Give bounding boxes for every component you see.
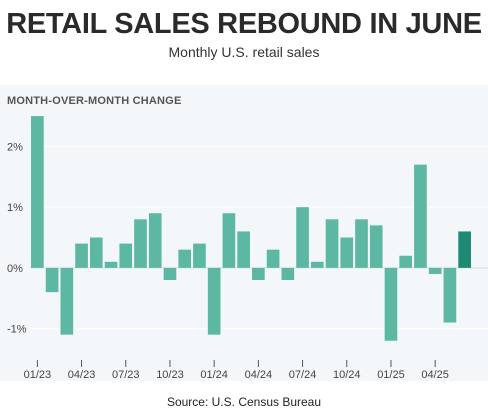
bar-01-25 [384,267,398,341]
x-tick-label: 07/23 [112,369,140,381]
bar-12-23 [193,243,206,268]
bar-04-25 [428,267,442,274]
bar-01-24 [207,267,221,335]
bar-08-24 [310,261,324,268]
x-tick-label: 01/23 [24,369,52,381]
bar-02-25 [399,255,413,268]
bar-05-25 [443,267,457,323]
chart-title: RETAIL SALES REBOUND IN JUNE [6,8,482,40]
x-tick-label: 01/25 [377,369,405,381]
bar-10-24 [340,237,354,268]
y-tick-label: 1% [7,202,23,214]
bar-01-23 [31,116,44,268]
bar-09-23 [148,213,162,268]
bar-04-23 [75,243,88,268]
bar-07-23 [119,243,133,268]
bar-05-24 [266,249,280,268]
bar-02-24 [222,213,236,268]
bar-04-24 [252,267,265,281]
bar-06-25 [458,231,471,268]
bar-06-23 [104,261,118,268]
bar-06-24 [281,267,295,281]
bar-03-25 [414,164,427,268]
source-note: Source: U.S. Census Bureau [166,395,322,409]
bar-02-23 [45,267,59,293]
y-tick-label: 0% [7,263,23,275]
x-tick-label: 10/23 [156,369,184,381]
bar-11-23 [178,249,192,268]
x-tick-label: 10/24 [333,369,361,381]
y-tick-label: 2% [7,141,23,153]
x-tick-label: 07/24 [289,369,317,381]
bar-03-24 [237,231,250,268]
bar-08-23 [134,219,147,268]
x-tick-label: 04/24 [245,369,273,381]
bar-05-23 [89,237,103,268]
x-tick-label: 04/23 [68,369,96,381]
bar-11-24 [355,219,368,268]
bar-07-24 [296,207,309,268]
bar-12-24 [369,225,383,268]
chart-subtitle: Monthly U.S. retail sales [168,44,320,60]
x-tick-label: 04/25 [421,369,449,381]
y-tick-label: -1% [7,324,27,336]
bar-09-24 [325,219,339,268]
bar-10-23 [163,267,177,281]
x-tick-label: 01/24 [200,369,228,381]
bar-03-23 [60,267,74,335]
y-axis-label: MONTH-OVER-MONTH CHANGE [7,95,182,107]
